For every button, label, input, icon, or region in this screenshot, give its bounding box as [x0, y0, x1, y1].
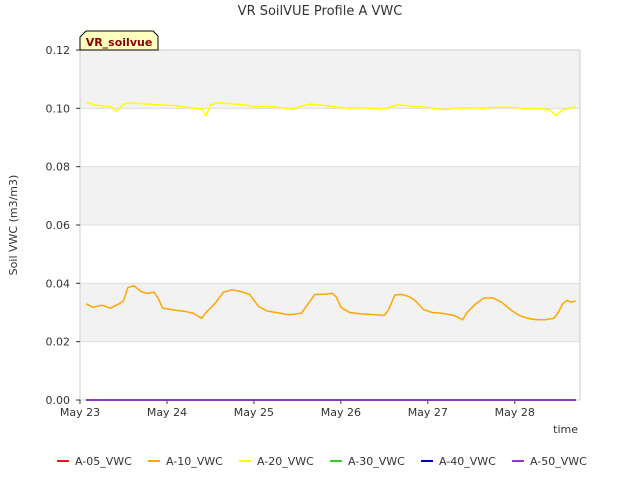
y-tick-label-0: 0.00	[46, 394, 71, 407]
y-tick-label-3: 0.06	[46, 219, 71, 232]
plot-background	[79, 49, 581, 401]
legend-label-a-05-vwc: A-05_VWC	[75, 455, 132, 468]
y-tick-label-4: 0.08	[46, 161, 71, 174]
plot-band-2	[80, 50, 580, 109]
y-tick-label-2: 0.04	[46, 277, 71, 290]
x-tick-label-4: May 27	[408, 406, 448, 419]
badge-label: VR_soilvue	[86, 36, 153, 49]
chart-badge: VR_soilvue	[79, 30, 159, 51]
x-axis-label: time	[553, 423, 578, 436]
y-tick-label-6: 0.12	[46, 44, 71, 57]
chart-title: VR SoilVUE Profile A VWC	[238, 4, 403, 19]
x-axis-ticks: May 23 May 24 May 25 May 26 May 27 May 28	[60, 400, 535, 419]
x-tick-label-0: May 23	[60, 406, 100, 419]
y-axis-ticks: 0.00 0.02 0.04 0.06 0.08 0.10 0.12	[46, 44, 80, 407]
legend: A-05_VWC A-10_VWC A-20_VWC A-30_VWC A-40_VWC…	[57, 455, 587, 468]
x-tick-label-3: May 26	[321, 406, 361, 419]
series-lines	[85, 101, 576, 401]
legend-label-a-30-vwc: A-30_VWC	[348, 455, 405, 468]
series-line-a-10-vwc	[85, 284, 576, 321]
y-tick-label-5: 0.10	[46, 102, 71, 115]
legend-label-a-40-vwc: A-40_VWC	[439, 455, 496, 468]
legend-label-a-10-vwc: A-10_VWC	[166, 455, 223, 468]
y-axis-label: Soil VWC (m3/m3)	[7, 175, 20, 276]
legend-label-a-50-vwc: A-50_VWC	[530, 455, 587, 468]
x-tick-label-5: May 28	[495, 406, 535, 419]
x-tick-label-2: May 25	[234, 406, 274, 419]
y-tick-label-1: 0.02	[46, 336, 71, 349]
legend-label-a-20-vwc: A-20_VWC	[257, 455, 314, 468]
series-line-a-20-vwc	[85, 101, 576, 117]
x-tick-label-1: May 24	[147, 406, 187, 419]
plot-band-1	[80, 166, 580, 225]
badge-shape	[79, 30, 159, 51]
plot-band-0	[80, 283, 580, 342]
